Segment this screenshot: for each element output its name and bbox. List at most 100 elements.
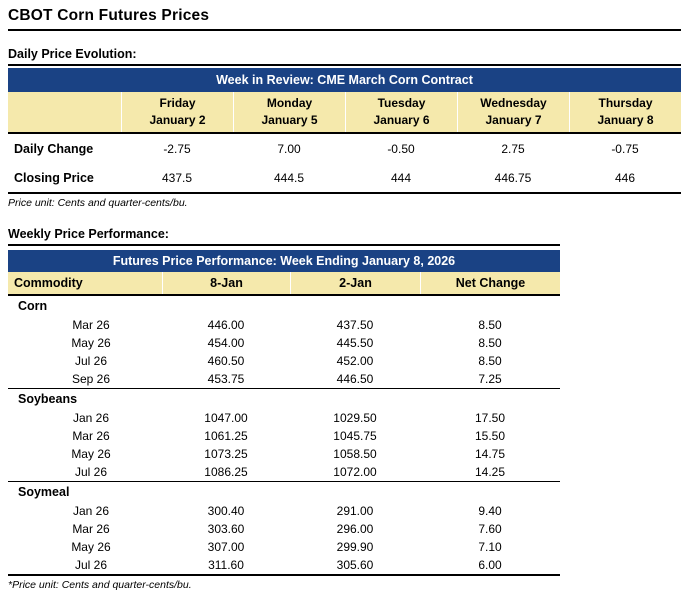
contract-month-cell: May 26 [71,336,111,350]
net-change-cell: 17.50 [474,411,506,425]
weekly-table-row: Mar 26 1061.25 1045.75 15.50 [8,427,560,445]
weekly-table-row: Jul 26 311.60 305.60 6.00 [8,556,560,574]
price-jan2-cell: 1058.50 [333,447,377,461]
price-jan8-cell: 307.00 [207,540,245,554]
net-change-cell: 9.40 [478,504,502,518]
weekly-table-header-row: Commodity 8-Jan 2-Jan Net Change [8,272,560,296]
daily-row-label: Closing Price [14,170,94,185]
daily-value-cell: -0.75 [611,141,639,156]
price-jan8-cell: 303.60 [207,522,245,536]
daily-header-date-label: January 2 [149,113,206,127]
weekly-table-row: Jan 26 300.40 291.00 9.40 [8,502,560,520]
price-jan2-cell: 1029.50 [333,411,377,425]
price-jan8-cell: 1047.00 [204,411,248,425]
daily-header-day-label: Thursday [598,96,653,110]
commodity-group-name: Corn [18,299,48,313]
contract-month-cell: Mar 26 [72,318,110,332]
price-jan2-cell: 299.90 [336,540,374,554]
net-change-cell: 6.00 [478,558,502,572]
daily-row-label: Daily Change [14,141,94,156]
daily-value-cell: -2.75 [163,141,191,156]
net-change-cell: 15.50 [474,429,506,443]
daily-value-cell: 446.75 [494,170,532,185]
daily-value-cell: 446 [614,170,636,185]
price-jan8-cell: 1061.25 [204,429,248,443]
weekly-table-row: May 26 1073.25 1058.50 14.75 [8,445,560,463]
commodity-group: Soymeal Jan 26 300.40 291.00 9.40 Mar 26 303.6… [8,482,560,576]
price-jan8-cell: 311.60 [208,558,244,572]
daily-header-day-label: Friday [159,96,196,110]
contract-month-cell: Jan 26 [72,411,110,425]
daily-header-date-label: January 6 [373,113,430,127]
daily-header-cell: Wednesday January 7 [457,92,569,132]
daily-header-day-label: Tuesday [377,96,426,110]
commodity-group-name: Soybeans [18,392,78,406]
weekly-table-row: Mar 26 446.00 437.50 8.50 [8,316,560,334]
section-heading-weekly: Weekly Price Performance: [8,227,560,246]
weekly-table-row: Jul 26 460.50 452.00 8.50 [8,352,560,370]
contract-month-cell: May 26 [71,540,111,554]
weekly-table-row: May 26 307.00 299.90 7.10 [8,538,560,556]
daily-table-row: Daily Change -2.75 7.00 -0.50 2.75 -0.75 [8,134,681,163]
weekly-table-body: Corn Mar 26 446.00 437.50 8.50 May 26 454.00 44… [8,296,560,576]
daily-value-cell: 2.75 [501,141,525,156]
price-jan2-cell: 437.50 [336,318,374,332]
price-jan8-cell: 453.75 [207,372,245,386]
contract-month-cell: Jul 26 [74,354,108,368]
commodity-group-name: Soymeal [18,485,70,499]
price-jan2-cell: 452.00 [336,354,374,368]
contract-month-cell: May 26 [71,447,111,461]
daily-table-header-row: Friday January 2 Monday January 5 Tuesday Jan… [8,92,681,134]
daily-value-cell: 444.5 [273,170,305,185]
daily-header-empty-cell [8,92,121,132]
commodity-group: Soybeans Jan 26 1047.00 1029.50 17.50 Mar 26 1… [8,389,560,482]
net-change-cell: 8.50 [478,354,502,368]
section-heading-daily: Daily Price Evolution: [8,47,681,66]
daily-header-day-label: Wednesday [480,96,547,110]
daily-value-cell: 7.00 [277,141,301,156]
price-jan8-cell: 1073.25 [204,447,248,461]
price-jan2-cell: 296.00 [336,522,374,536]
weekly-table-title: Futures Price Performance: Week Ending J… [8,250,560,272]
weekly-header-cell: Net Change [420,272,560,294]
net-change-cell: 14.25 [474,465,506,479]
price-jan2-cell: 305.60 [336,558,374,572]
daily-header-date-label: January 7 [485,113,542,127]
contract-month-cell: Jan 26 [72,504,110,518]
daily-price-table: Week in Review: CME March Corn Contract … [8,68,681,194]
daily-table-row: Closing Price 437.5 444.5 444 446.75 446 [8,163,681,192]
contract-month-cell: Mar 26 [72,429,110,443]
net-change-cell: 7.25 [478,372,502,386]
net-change-cell: 7.10 [478,540,502,554]
price-jan2-cell: 1072.00 [333,465,377,479]
weekly-header-cell: 8-Jan [162,272,290,294]
daily-header-cell: Thursday January 8 [569,92,681,132]
daily-header-date-label: January 8 [597,113,654,127]
daily-header-date-label: January 5 [261,113,318,127]
net-change-cell: 8.50 [478,318,502,332]
daily-value-cell: 437.5 [161,170,193,185]
daily-value-cell: -0.50 [387,141,415,156]
contract-month-cell: Mar 26 [72,522,110,536]
contract-month-cell: Jul 26 [74,558,108,572]
page-title: CBOT Corn Futures Prices [8,0,681,31]
weekly-table-row: Sep 26 453.75 446.50 7.25 [8,370,560,388]
price-jan2-cell: 445.50 [336,336,374,350]
daily-table-title: Week in Review: CME March Corn Contract [8,68,681,92]
weekly-performance-table: Futures Price Performance: Week Ending J… [8,250,681,576]
weekly-table-footnote: *Price unit: Cents and quarter-cents/bu. [8,579,192,591]
weekly-table-row: May 26 454.00 445.50 8.50 [8,334,560,352]
net-change-cell: 7.60 [478,522,502,536]
weekly-header-cell: Commodity [14,276,83,290]
price-jan8-cell: 460.50 [207,354,245,368]
daily-header-cell: Monday January 5 [233,92,345,132]
price-jan2-cell: 1045.75 [333,429,377,443]
weekly-table-row: Jan 26 1047.00 1029.50 17.50 [8,409,560,427]
contract-month-cell: Jul 26 [74,465,108,479]
weekly-header-cell: 2-Jan [290,272,420,294]
price-jan8-cell: 300.40 [207,504,245,518]
daily-table-body: Daily Change -2.75 7.00 -0.50 2.75 -0.75 Closi… [8,134,681,194]
commodity-group: Corn Mar 26 446.00 437.50 8.50 May 26 454.00 44… [8,296,560,389]
daily-table-footnote: Price unit: Cents and quarter-cents/bu. [8,197,188,209]
